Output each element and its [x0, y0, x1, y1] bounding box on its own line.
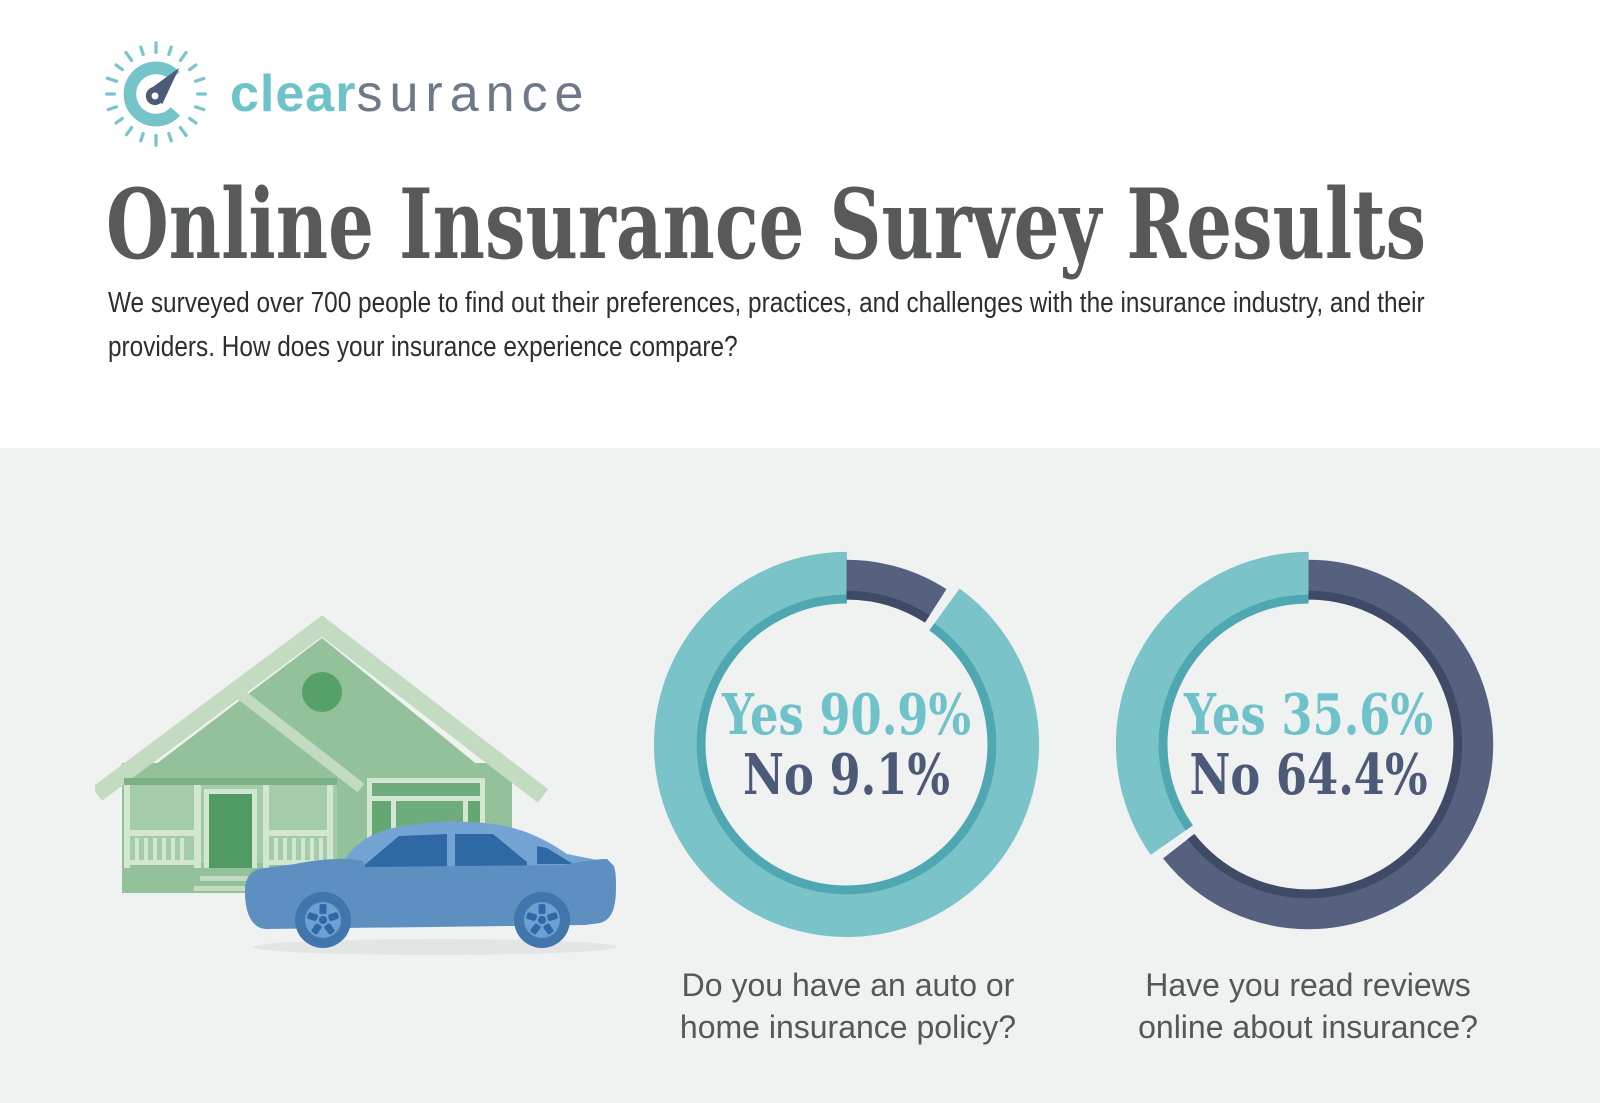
donut-segment-no	[1123, 559, 1494, 930]
donut-chart-auto-home: Yes 90.9% No 9.1%	[650, 548, 1043, 941]
donut-center-labels: Yes 90.9% No 9.1%	[689, 548, 1003, 941]
question-read-reviews: Have you read reviews online about insur…	[1138, 967, 1478, 1045]
house-car-illustration	[95, 615, 617, 955]
brand-name-bold: clear	[230, 65, 357, 123]
donut-yes-label: Yes 35.6%	[1183, 681, 1434, 748]
front-wheel-icon	[295, 892, 351, 948]
brand-logo: clearsurance	[98, 36, 590, 152]
donut-no-label: No 64.4%	[1189, 741, 1428, 808]
gauge-needle-icon	[145, 67, 180, 106]
brand-name-light: surance	[356, 65, 591, 123]
donut-segment-yes-rim	[1158, 594, 1459, 895]
donut-chart-read-reviews: Yes 35.6% No 64.4%	[1112, 548, 1505, 941]
donut-center-labels: Yes 35.6% No 64.4%	[1151, 548, 1465, 941]
rear-wheel-icon	[514, 892, 570, 948]
donut-segment-yes	[1115, 551, 1502, 938]
donut-segment-yes-rim	[696, 594, 997, 895]
front-door-icon	[209, 794, 252, 868]
donut-segment-no	[661, 559, 1032, 930]
donut-yes-label: Yes 90.9%	[721, 681, 972, 748]
page-title: Online Insurance Survey Results	[106, 168, 1427, 281]
donut-no-label: No 9.1%	[743, 741, 950, 808]
page-subtitle: We surveyed over 700 people to find out …	[108, 287, 1425, 363]
donut-segment-yes	[653, 551, 1040, 938]
gable-round-window-icon	[302, 672, 342, 712]
car-icon	[245, 821, 617, 955]
brand-name: clearsurance	[230, 64, 590, 124]
donut-segment-no-rim	[1154, 590, 1463, 899]
question-auto-home: Do you have an auto or home insurance po…	[679, 967, 1017, 1045]
gauge-c-logo-icon	[105, 41, 207, 147]
donut-segment-no-rim	[692, 590, 1001, 899]
